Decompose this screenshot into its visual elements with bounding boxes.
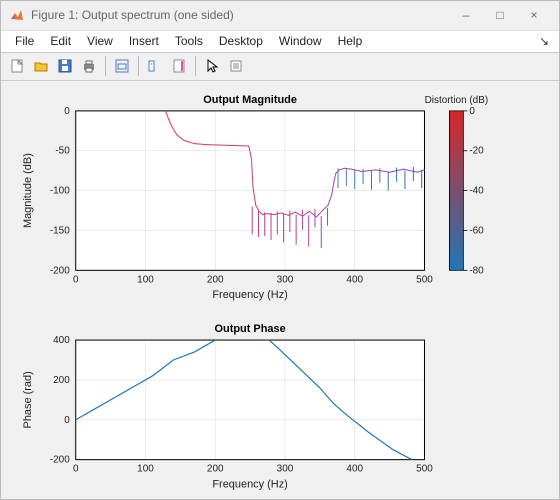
minimize-button[interactable]: – (449, 2, 483, 28)
figure-window: Figure 1: Output spectrum (one sided) – … (0, 0, 560, 500)
svg-text:Frequency (Hz): Frequency (Hz) (212, 289, 287, 301)
titlebar: Figure 1: Output spectrum (one sided) – … (1, 1, 559, 31)
svg-text:Output Magnitude: Output Magnitude (203, 93, 297, 105)
insert-colorbar-icon[interactable] (167, 54, 191, 78)
menu-desktop[interactable]: Desktop (211, 32, 271, 50)
svg-text:0: 0 (64, 414, 70, 425)
svg-text:200: 200 (53, 374, 70, 385)
svg-text:-200: -200 (50, 454, 70, 465)
svg-text:Frequency (Hz): Frequency (Hz) (212, 478, 287, 490)
matlab-logo-icon (9, 7, 25, 23)
svg-text:0: 0 (64, 105, 70, 116)
svg-text:Distortion (dB): Distortion (dB) (425, 94, 489, 105)
svg-text:-40: -40 (469, 185, 484, 196)
svg-text:400: 400 (346, 463, 363, 474)
svg-text:400: 400 (53, 335, 70, 346)
menubar: File Edit View Insert Tools Desktop Wind… (1, 31, 559, 53)
svg-text:300: 300 (277, 274, 294, 285)
menu-tools[interactable]: Tools (167, 32, 211, 50)
svg-text:0: 0 (73, 463, 79, 474)
open-icon[interactable] (29, 54, 53, 78)
print-icon[interactable] (77, 54, 101, 78)
figure-toolbar (1, 53, 559, 81)
svg-text:-50: -50 (55, 145, 70, 156)
svg-text:-80: -80 (469, 265, 484, 276)
datatip-icon[interactable] (224, 54, 248, 78)
link-icon[interactable] (143, 54, 167, 78)
figure-canvas[interactable]: 0100200300400500-200-150-100-500Output M… (1, 81, 559, 500)
menu-window[interactable]: Window (271, 32, 330, 50)
menu-insert[interactable]: Insert (121, 32, 167, 50)
svg-text:Phase (rad): Phase (rad) (22, 371, 34, 428)
svg-text:200: 200 (207, 463, 224, 474)
svg-text:-200: -200 (50, 265, 70, 276)
menu-docking-icon[interactable]: ↘ (539, 34, 553, 48)
svg-text:100: 100 (137, 274, 154, 285)
svg-text:Magnitude (dB): Magnitude (dB) (22, 153, 34, 228)
menu-view[interactable]: View (79, 32, 121, 50)
svg-text:200: 200 (207, 274, 224, 285)
save-icon[interactable] (53, 54, 77, 78)
svg-text:-20: -20 (469, 145, 484, 156)
window-title: Figure 1: Output spectrum (one sided) (31, 8, 449, 22)
menu-file[interactable]: File (7, 32, 42, 50)
svg-text:400: 400 (346, 274, 363, 285)
svg-text:-100: -100 (50, 185, 70, 196)
toolbar-separator (105, 56, 106, 76)
new-figure-icon[interactable] (5, 54, 29, 78)
toolbar-separator (195, 56, 196, 76)
svg-text:300: 300 (277, 463, 294, 474)
close-button[interactable]: × (517, 2, 551, 28)
maximize-button[interactable]: □ (483, 2, 517, 28)
svg-text:0: 0 (73, 274, 79, 285)
svg-text:100: 100 (137, 463, 154, 474)
edit-plot-icon[interactable] (110, 54, 134, 78)
svg-text:500: 500 (416, 463, 433, 474)
cursor-icon[interactable] (200, 54, 224, 78)
svg-text:-150: -150 (50, 225, 70, 236)
svg-text:500: 500 (416, 274, 433, 285)
menu-edit[interactable]: Edit (42, 32, 79, 50)
toolbar-separator (138, 56, 139, 76)
svg-text:Output Phase: Output Phase (215, 323, 286, 335)
svg-text:-60: -60 (469, 225, 484, 236)
menu-help[interactable]: Help (330, 32, 371, 50)
svg-text:0: 0 (469, 105, 475, 116)
